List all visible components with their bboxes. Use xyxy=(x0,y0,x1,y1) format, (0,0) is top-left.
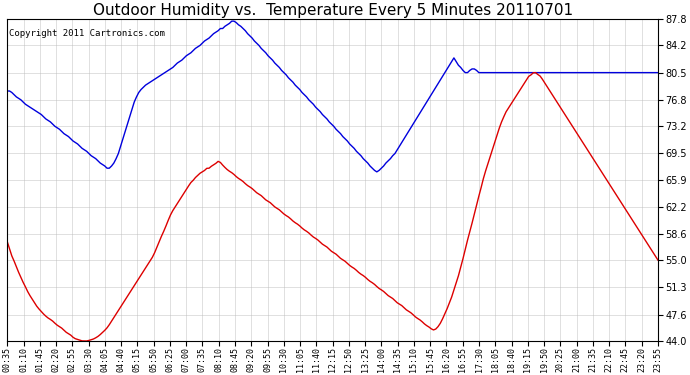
Text: Copyright 2011 Cartronics.com: Copyright 2011 Cartronics.com xyxy=(8,28,164,38)
Title: Outdoor Humidity vs.  Temperature Every 5 Minutes 20110701: Outdoor Humidity vs. Temperature Every 5… xyxy=(92,3,573,18)
